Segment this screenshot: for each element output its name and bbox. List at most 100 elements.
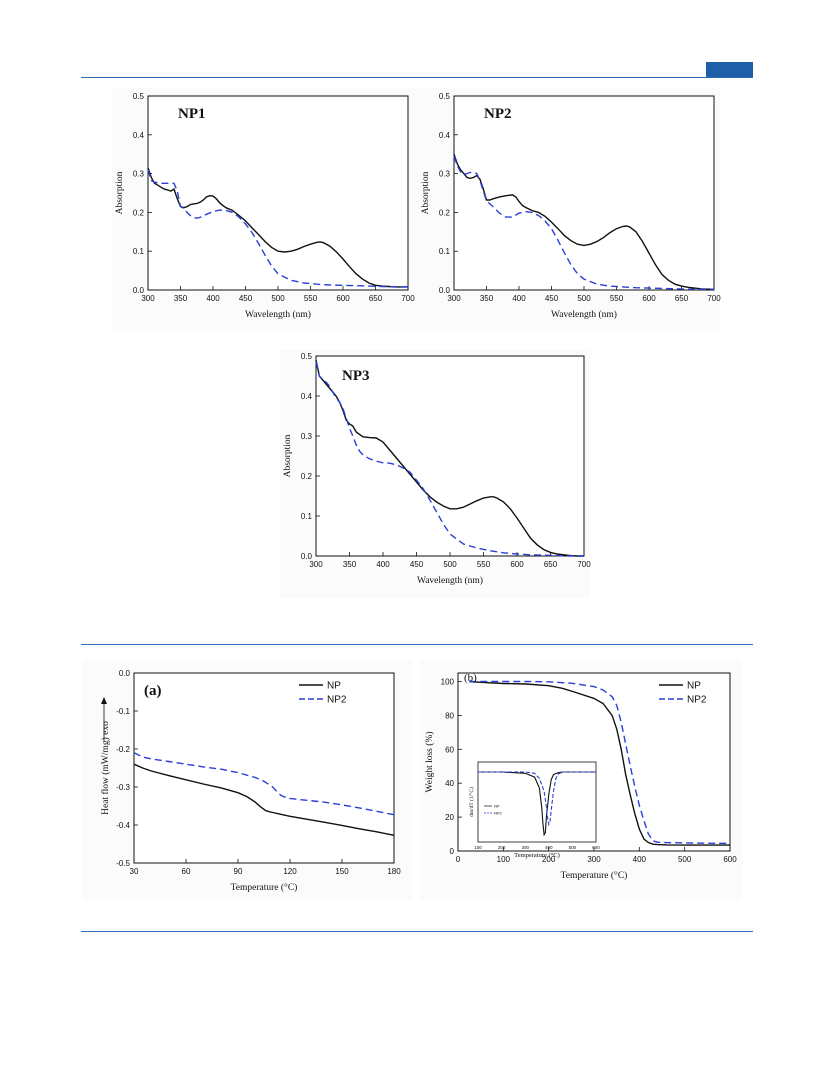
dsc-y-tick-label: 0.0 (119, 669, 131, 678)
dsc-series-np-line (133, 763, 395, 836)
dsc-x-tick-label: 30 (130, 867, 139, 876)
tga-legend-label-np: NP (687, 681, 701, 692)
np3-x-tick-label: 450 (410, 560, 424, 569)
dsc-exo-arrowhead (101, 697, 107, 704)
np2-y-tick-label: 0.4 (439, 131, 451, 140)
np3-x-tick-label: 550 (477, 560, 491, 569)
tga-x-tick-label: 0 (456, 855, 461, 864)
dsc-x-tick-label: 150 (335, 867, 349, 876)
dsc-series-np2-line (133, 752, 395, 816)
np1-y-tick-label: 0.2 (133, 208, 145, 217)
np3-plot-frame (315, 355, 585, 557)
np2-x-tick-label: 650 (675, 294, 689, 303)
tga-inset-frame (477, 761, 597, 843)
np2-series-dashed-line (453, 155, 714, 290)
np2-y-tick-label: 0.2 (439, 208, 451, 217)
header-tab (706, 62, 753, 77)
np3-y-tick-label: 0.0 (301, 552, 313, 561)
np2-chart: 300 350 400 450 500 550 600 650 700 0.0 0.1 0.2 0.3 0… (421, 92, 721, 320)
np1-panel: 300 350 400 450 500 550 600 650 700 0.0 0.1 0.2 0.3 0… (112, 88, 420, 332)
dsc-x-tick-label: 180 (387, 867, 401, 876)
np3-chart: 300 350 400 450 500 550 600 650 700 0.0 0.1 0.2 0.3 0… (283, 352, 591, 586)
tga-y-tick-label: 40 (445, 779, 454, 788)
dsc-x-tick-label: 120 (283, 867, 297, 876)
np2-x-tick-label: 700 (707, 294, 721, 303)
dsc-y-axis-title: Heat flow (mW/mg) exo (100, 721, 111, 815)
np1-x-tick-label: 700 (401, 294, 415, 303)
np1-y-tick-label: 0.3 (133, 170, 145, 179)
np3-y-tick-label: 0.4 (301, 392, 313, 401)
tga-inset-x-tick-label: 500 (569, 845, 577, 850)
np3-series-dashed-line (315, 361, 584, 557)
np3-x-tick-label: 500 (443, 560, 457, 569)
dsc-y-tick-label: -0.2 (116, 745, 130, 754)
np1-y-tick-label: 0.5 (133, 92, 145, 101)
np2-x-tick-label: 300 (447, 294, 461, 303)
tga-y-tick-label: 20 (445, 813, 454, 822)
np1-chart: 300 350 400 450 500 550 600 650 700 0.0 0.1 0.2 0.3 0… (115, 92, 415, 320)
top-rule (81, 77, 753, 78)
tga-inset-series-np2-line (478, 771, 596, 827)
np1-x-tick-label: 450 (239, 294, 253, 303)
np3-x-tick-label: 400 (376, 560, 390, 569)
np1-x-axis-title: Wavelength (nm) (245, 309, 311, 320)
dsc-panel-label: (a) (144, 683, 162, 699)
tga-inset-x-tick-label: 400 (545, 845, 553, 850)
np3-y-tick-label: 0.5 (301, 352, 313, 361)
np3-y-tick-label: 0.2 (301, 472, 313, 481)
dsc-legend-label-np2: NP2 (327, 695, 347, 706)
dsc-plot-frame (133, 672, 395, 864)
dsc-panel: 30 60 90 120 150 180 0.0 -0.1 -0.2 -0.3 -0.4 -0.5 Te… (82, 660, 412, 900)
tga-x-tick-label: 500 (678, 855, 692, 864)
tga-y-tick-label: 80 (445, 711, 454, 720)
tga-inset-legend-label-np2: NP2 (494, 811, 503, 816)
dsc-chart: 30 60 90 120 150 180 0.0 -0.1 -0.2 -0.3 -0.4 -0.5 Te… (100, 669, 401, 893)
tga-x-tick-label: 600 (723, 855, 737, 864)
tga-y-tick-label: 60 (445, 745, 454, 754)
tga-y-tick-label: 100 (441, 677, 455, 686)
tga-chart: 0 100 200 300 400 500 600 0 20 40 60 80 100 Temperatu… (424, 672, 737, 881)
np2-x-axis-title: Wavelength (nm) (551, 309, 617, 320)
np3-y-tick-label: 0.3 (301, 432, 313, 441)
np1-series-solid-line (147, 167, 408, 288)
np2-panel-label: NP2 (484, 106, 512, 122)
np2-x-tick-label: 450 (545, 294, 559, 303)
np2-y-tick-label: 0.1 (439, 247, 451, 256)
np3-x-axis-title: Wavelength (nm) (417, 575, 483, 586)
tga-legend-label-np2: NP2 (687, 695, 707, 706)
np2-plot-frame (453, 95, 715, 291)
tga-x-tick-label: 100 (497, 855, 511, 864)
np1-x-tick-label: 400 (206, 294, 220, 303)
dsc-x-axis-title: Temperature (°C) (231, 882, 298, 893)
tga-series-np-line (469, 680, 730, 846)
tga-y-axis-title: Weight loss (%) (424, 732, 435, 793)
np1-panel-label: NP1 (178, 106, 206, 122)
np1-x-tick-label: 650 (369, 294, 383, 303)
np2-x-tick-label: 500 (577, 294, 591, 303)
tga-x-axis-title: Temperature (°C) (561, 870, 628, 881)
tga-inset-series-np-line (478, 771, 596, 837)
np2-series-solid-line (453, 153, 714, 290)
tga-inset-x-tick-label: 200 (498, 845, 506, 850)
np1-plot-frame (147, 95, 409, 291)
np3-x-tick-label: 600 (510, 560, 524, 569)
tga-inset-x-tick-label: 300 (521, 845, 529, 850)
np2-y-tick-label: 0.5 (439, 92, 451, 101)
tga-x-tick-label: 200 (542, 855, 556, 864)
dsc-legend-label-np: NP (327, 681, 341, 692)
np1-x-tick-label: 350 (174, 294, 188, 303)
np3-series-solid-line (315, 359, 584, 557)
np2-x-tick-label: 550 (610, 294, 624, 303)
np1-x-tick-label: 600 (336, 294, 350, 303)
tga-y-tick-label: 0 (450, 847, 455, 856)
np3-x-tick-label: 650 (544, 560, 558, 569)
tga-inset-x-tick-label: 600 (592, 845, 600, 850)
tga-panel-label: (b) (464, 672, 477, 684)
np3-panel-label: NP3 (342, 368, 370, 384)
middle-rule (81, 644, 753, 645)
np2-x-tick-label: 400 (512, 294, 526, 303)
np2-y-tick-label: 0.3 (439, 170, 451, 179)
tga-inset-y-axis-title: dm/dT (1/°C) (468, 787, 475, 817)
tga-inset-legend-label-np: NP (494, 804, 500, 809)
np2-x-tick-label: 600 (642, 294, 656, 303)
